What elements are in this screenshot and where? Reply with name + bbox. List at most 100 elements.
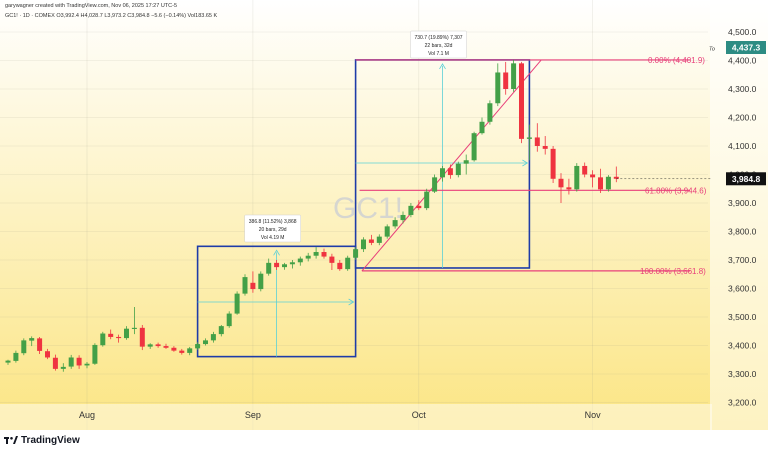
- candle[interactable]: [455, 161, 461, 178]
- candle[interactable]: [495, 63, 501, 107]
- last-price-label: 3,984.8: [732, 174, 761, 184]
- candle[interactable]: [313, 247, 319, 259]
- candle[interactable]: [45, 348, 50, 360]
- candle[interactable]: [171, 346, 177, 352]
- price-axis-background: [710, 0, 768, 430]
- measure-horizontal-arrowhead: [348, 298, 355, 306]
- candle-body: [384, 226, 390, 237]
- candle[interactable]: [384, 224, 390, 239]
- time-axis[interactable]: Aug Sep Oct Nov: [0, 404, 712, 430]
- candle[interactable]: [210, 331, 216, 343]
- candle[interactable]: [519, 61, 524, 144]
- candle[interactable]: [218, 324, 224, 337]
- measure-info-box: [410, 30, 467, 59]
- candle[interactable]: [155, 342, 161, 348]
- candle[interactable]: [282, 262, 287, 270]
- candle[interactable]: [337, 260, 343, 271]
- tradingview-logo[interactable]: TradingView: [4, 433, 80, 447]
- candle[interactable]: [487, 100, 493, 125]
- candle[interactable]: [368, 234, 374, 246]
- candle[interactable]: [21, 338, 27, 356]
- fib-retracement[interactable]: 0.00% (4,401.9) 61.80% (3,944.6) 100.00% (…: [355, 56, 707, 276]
- candle[interactable]: [297, 256, 303, 266]
- candle[interactable]: [124, 326, 129, 340]
- candle[interactable]: [242, 274, 248, 296]
- candle[interactable]: [274, 260, 280, 270]
- candle[interactable]: [590, 170, 596, 188]
- candle[interactable]: [440, 165, 445, 182]
- candle[interactable]: [52, 354, 58, 371]
- candle[interactable]: [542, 136, 548, 155]
- candle[interactable]: [5, 359, 11, 365]
- candle[interactable]: [503, 61, 509, 95]
- header-credit: garywagner created with TradingView.com,…: [5, 3, 178, 9]
- candle[interactable]: [526, 124, 532, 161]
- measure-horizontal-arrowhead: [522, 159, 529, 167]
- candle[interactable]: [76, 355, 82, 369]
- candle[interactable]: [163, 343, 169, 349]
- candle[interactable]: [195, 342, 201, 351]
- candle[interactable]: [353, 247, 359, 260]
- candle[interactable]: [37, 336, 43, 355]
- candle[interactable]: [582, 162, 588, 178]
- candle[interactable]: [432, 174, 438, 194]
- candle[interactable]: [234, 291, 240, 315]
- candle[interactable]: [92, 343, 98, 365]
- candle[interactable]: [534, 123, 540, 152]
- candle[interactable]: [566, 178, 572, 195]
- candle[interactable]: [376, 234, 382, 246]
- candle[interactable]: [408, 203, 414, 218]
- candle-body: [124, 328, 129, 339]
- candle[interactable]: [605, 175, 611, 192]
- candle[interactable]: [574, 163, 580, 192]
- candle[interactable]: [511, 59, 517, 92]
- candle-body: [155, 344, 161, 347]
- candle[interactable]: [558, 173, 564, 203]
- candle[interactable]: [139, 324, 145, 351]
- candle[interactable]: [131, 307, 137, 335]
- candle-body: [447, 168, 453, 176]
- candle[interactable]: [392, 217, 398, 229]
- candle[interactable]: [463, 154, 469, 175]
- candles[interactable]: [5, 59, 619, 372]
- candle[interactable]: [329, 253, 335, 270]
- candle[interactable]: [479, 117, 485, 135]
- candle[interactable]: [179, 348, 185, 355]
- candle-body: [329, 256, 335, 263]
- candle[interactable]: [108, 329, 114, 340]
- candle[interactable]: [203, 338, 208, 346]
- candle[interactable]: [345, 255, 351, 271]
- candle[interactable]: [400, 211, 406, 224]
- candle[interactable]: [250, 271, 256, 293]
- candle[interactable]: [598, 168, 603, 194]
- candle[interactable]: [550, 146, 556, 184]
- candle[interactable]: [60, 363, 66, 372]
- measure-box[interactable]: 386.8 (11.52%) 3,868 20 bars, 29d Vol 4.19…: [196, 214, 357, 358]
- candle[interactable]: [68, 354, 74, 369]
- candle[interactable]: [416, 200, 422, 211]
- candle[interactable]: [13, 350, 19, 363]
- candle[interactable]: [361, 237, 366, 253]
- candle[interactable]: [613, 166, 619, 183]
- candle[interactable]: [100, 331, 106, 347]
- candle[interactable]: [471, 131, 477, 162]
- candle[interactable]: [147, 343, 153, 349]
- candle[interactable]: [116, 334, 122, 343]
- candle[interactable]: [305, 252, 311, 262]
- price-axis[interactable]: 3,200.0 3,300.0 3,400.0 3,500.0 3,600.0 3,700…: [616, 0, 768, 430]
- candle[interactable]: [84, 362, 90, 369]
- candle[interactable]: [266, 258, 272, 276]
- measure-boxes[interactable]: 386.8 (11.52%) 3,868 20 bars, 29d Vol 4.19…: [196, 30, 531, 358]
- candle[interactable]: [258, 271, 264, 292]
- candle[interactable]: [321, 248, 327, 259]
- candle[interactable]: [29, 336, 35, 347]
- candle[interactable]: [289, 260, 295, 269]
- candle[interactable]: [447, 164, 453, 179]
- candle[interactable]: [187, 346, 193, 356]
- candle[interactable]: [424, 188, 430, 211]
- candle[interactable]: [226, 311, 232, 328]
- measure-box[interactable]: 730.7 (19.89%) 7,307 22 bars, 32d Vol 7.1 …: [354, 30, 531, 269]
- symbol-watermark: GC1!: [333, 192, 403, 225]
